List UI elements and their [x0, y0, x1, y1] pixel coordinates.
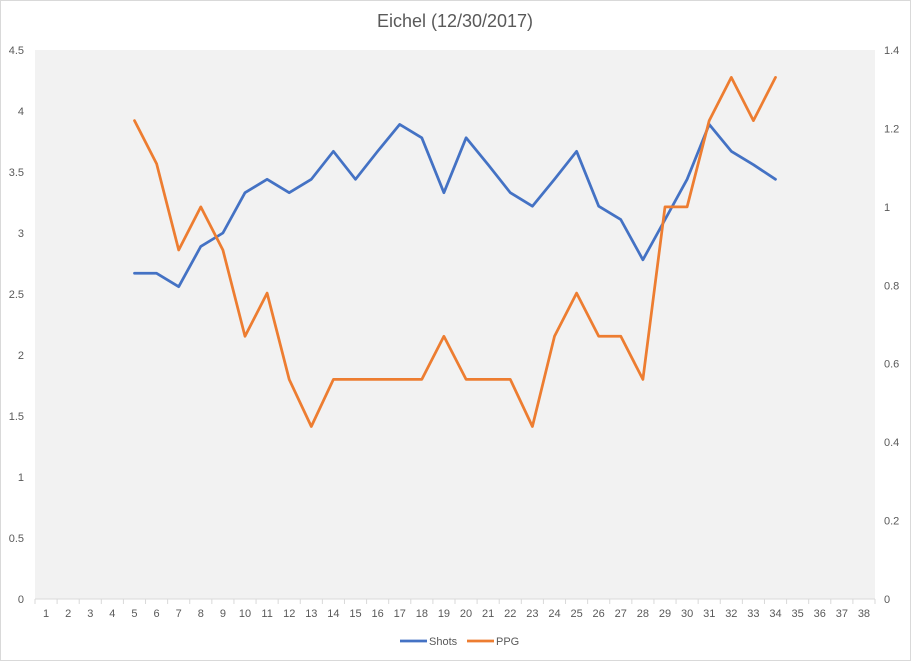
y-axis-left: 0 0.5 1 1.5 2 2.5 3 3.5 4 4.5 [9, 45, 24, 606]
y-left-tick-label: 4 [18, 106, 24, 118]
x-tick-label: 37 [836, 608, 848, 620]
chart-title: Eichel (12/30/2017) [377, 11, 533, 31]
x-tick-label: 33 [747, 608, 759, 620]
x-tick-label: 18 [416, 608, 428, 620]
x-tick-label: 20 [460, 608, 472, 620]
y-left-tick-label: 4.5 [9, 45, 24, 57]
x-tick-label: 17 [394, 608, 406, 620]
x-tick-label: 36 [814, 608, 826, 620]
x-tick-label: 4 [109, 608, 115, 620]
legend-label: Shots [429, 636, 458, 648]
legend-item-ppg[interactable]: PPG [467, 636, 519, 648]
y-right-tick-label: 1.2 [884, 123, 899, 135]
x-tick-label: 2 [65, 608, 71, 620]
y-right-tick-label: 0.6 [884, 359, 899, 371]
y-right-tick-label: 0.2 [884, 516, 899, 528]
x-tick-label: 13 [305, 608, 317, 620]
x-tick-label: 11 [261, 608, 272, 620]
y-axis-right: 0 0.2 0.4 0.6 0.8 1 1.2 1.4 [884, 45, 899, 606]
x-tick-label: 21 [482, 608, 494, 620]
series-layer [133, 76, 777, 428]
x-tick-label: 35 [792, 608, 804, 620]
x-axis: 1 2 3 4 5 6 7 8 9 10 11 12 13 14 15 16 17 18 19 20 21 22 23 24 2… [34, 598, 876, 620]
x-tick-label: 19 [438, 608, 450, 620]
x-tick-label: 23 [526, 608, 538, 620]
x-tick-label: 28 [637, 608, 649, 620]
y-left-tick-label: 0.5 [9, 533, 24, 545]
legend[interactable]: Shots PPG [400, 636, 519, 648]
x-tick-label: 38 [858, 608, 870, 620]
x-tick-label: 7 [176, 608, 182, 620]
x-tick-label: 14 [327, 608, 339, 620]
x-tick-label: 1 [43, 608, 49, 620]
y-left-tick-label: 2 [18, 350, 24, 362]
x-tick-label: 27 [615, 608, 627, 620]
plot-area [35, 50, 875, 599]
x-tick-label: 16 [372, 608, 384, 620]
x-tick-label: 6 [154, 608, 160, 620]
x-tick-label: 30 [681, 608, 693, 620]
x-tick-label: 31 [703, 608, 715, 620]
y-left-tick-label: 1 [18, 472, 24, 484]
x-tick-label: 34 [769, 608, 781, 620]
y-left-tick-label: 3 [18, 228, 24, 240]
x-tick-label: 12 [283, 608, 295, 620]
x-tick-label: 22 [504, 608, 516, 620]
series-line-shots [133, 123, 777, 289]
x-tick-label: 9 [220, 608, 226, 620]
x-tick-label: 29 [659, 608, 671, 620]
y-right-tick-label: 1 [884, 202, 890, 214]
x-tick-label: 3 [87, 608, 93, 620]
x-tick-label: 15 [349, 608, 361, 620]
x-tick-label: 32 [725, 608, 737, 620]
x-tick-label: 24 [548, 608, 560, 620]
y-left-tick-label: 1.5 [9, 411, 24, 423]
y-left-tick-label: 2.5 [9, 289, 24, 301]
legend-label: PPG [496, 636, 519, 648]
y-right-tick-label: 1.4 [884, 45, 899, 57]
legend-item-shots[interactable]: Shots [400, 636, 458, 648]
series-line-ppg [133, 76, 777, 428]
y-left-tick-label: 3.5 [9, 167, 24, 179]
x-tick-label: 8 [198, 608, 204, 620]
y-right-tick-label: 0.4 [884, 437, 899, 449]
x-tick-label: 26 [593, 608, 605, 620]
x-tick-label: 25 [570, 608, 582, 620]
y-right-tick-label: 0.8 [884, 280, 899, 292]
y-left-tick-label: 0 [18, 594, 24, 606]
y-right-tick-label: 0 [884, 594, 890, 606]
x-tick-label: 5 [131, 608, 137, 620]
x-tick-label: 10 [239, 608, 251, 620]
